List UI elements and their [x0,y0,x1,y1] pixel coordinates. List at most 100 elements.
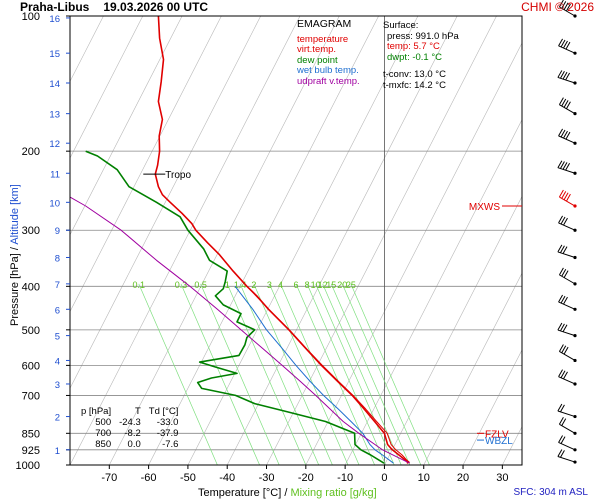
surface-heading: Surface: [383,20,419,31]
barb-flag [561,418,567,426]
legend-item: temperature [297,33,349,45]
wind-barb [558,128,577,145]
surface-tmxfc: t-mxfc: 14.2 °C [383,79,446,91]
barb-flag [558,97,564,105]
mxws-label: MXWS [469,202,500,213]
barb-flag [560,245,565,254]
wind-barb [557,244,577,260]
wind-barb [557,403,577,419]
x-tick-label: -10 [337,472,353,484]
y-title-pressure: Pressure [hPa] [9,253,21,326]
wind-barb [558,215,577,232]
barb-flag [561,268,567,277]
series-virt-temp- [246,285,410,464]
barb-flag [560,404,565,413]
barb-flag [563,346,569,355]
mixing-ratio-line [315,283,395,465]
barb-staff [558,301,576,310]
barb-station [573,282,577,286]
y-tick-label: 700 [22,390,40,402]
point-table-cell: 700 [95,428,112,439]
barb-flag [557,70,563,78]
point-table-cell: -37.9 [156,428,179,439]
adiabat-line [187,16,419,465]
barb-flag [565,41,571,50]
adiabat-line [70,16,183,236]
surface-dwpt: dwpt: -0.1 °C [387,51,443,63]
altitude-tick-label: 9 [55,226,60,237]
barb-station [573,358,577,363]
x-tick-label: -70 [101,472,117,484]
wind-barb [558,97,577,116]
point-table-header: p [hPa] [81,406,112,417]
mixing-ratio-label: 20 [337,280,347,290]
x-tick-label: 30 [496,472,508,484]
mixing-ratio-line [330,283,411,465]
adiabat-line [226,16,458,465]
wind-barb [558,294,577,311]
barb-staff [559,6,576,17]
barb-flag [565,101,571,109]
x-tick-label: 20 [457,472,469,484]
y-tick-label: 200 [22,146,40,158]
barb-flag [565,131,571,140]
altitude-tick-label: 5 [55,332,60,343]
mixing-ratio-label: 1.4 [234,280,247,290]
point-table: p [hPa] T Td [°C] 500 -24.3 -33.0 700 -8.2 -37.… [77,406,182,450]
surface-temp: temp: 5.7 °C [387,41,440,53]
mixing-ratio-line [200,283,280,465]
fzlv-label: FZLV [485,429,509,440]
barb-station [573,334,577,338]
barb-station [573,460,577,464]
altitude-tick-label: 16 [49,14,60,25]
surface-altitude: SFC: 304 m ASL [513,487,588,498]
altitude-tick-label: 10 [49,198,60,209]
legend-item: dew point [297,54,338,66]
barb-flag [560,39,566,48]
y-title-altitude: Altitude [km] [9,184,21,245]
barb-flag [558,38,563,47]
barb-flag [563,217,568,226]
y-tick-label: 100 [22,11,40,23]
x-tick-label: 10 [418,472,430,484]
barb-flag [562,324,568,332]
mixing-ratio-line [322,283,402,465]
barb-flag [558,189,564,198]
mixing-ratio-label: 1 [225,280,230,290]
x-tick-label: -40 [219,472,235,484]
barb-flag [561,191,567,199]
barb-flag [560,323,565,332]
barb-flag [561,345,567,354]
y-axis-title: Pressure [hPa] / Altitude [km] [9,184,21,326]
barb-flag [560,436,566,444]
adiabat-line [502,425,522,465]
barb-flag [560,161,565,169]
barb-flag [563,40,568,49]
barb-flag [558,417,564,425]
wind-barb [558,267,577,286]
altitude-tick-label: 2 [55,413,60,424]
barb-flag [560,450,565,458]
barb-flag [560,295,566,304]
adiabat-line [462,349,522,465]
y-tick-label: 850 [22,428,40,440]
adiabat-line [305,42,522,465]
barb-flag [561,1,567,9]
altitude-tick-label: 13 [49,110,60,121]
mixing-ratio-label: 25 [346,280,356,290]
barb-station [573,141,577,145]
barb-flag [558,267,564,276]
wind-barb [558,417,577,435]
point-table-cell: -8.2 [124,428,141,439]
wind-barb [558,344,577,363]
mixing-ratio-label: 2 [251,280,256,290]
barb-station [573,171,577,175]
barb-flag [565,3,571,12]
tropopause-label: Tropo [165,170,191,181]
barb-station [573,414,577,419]
adiabat-line [70,16,261,389]
series-wet-bulb-temp- [234,285,394,464]
wind-barb [558,0,577,18]
barb-station [573,431,577,435]
x-tick-label: -20 [298,472,314,484]
